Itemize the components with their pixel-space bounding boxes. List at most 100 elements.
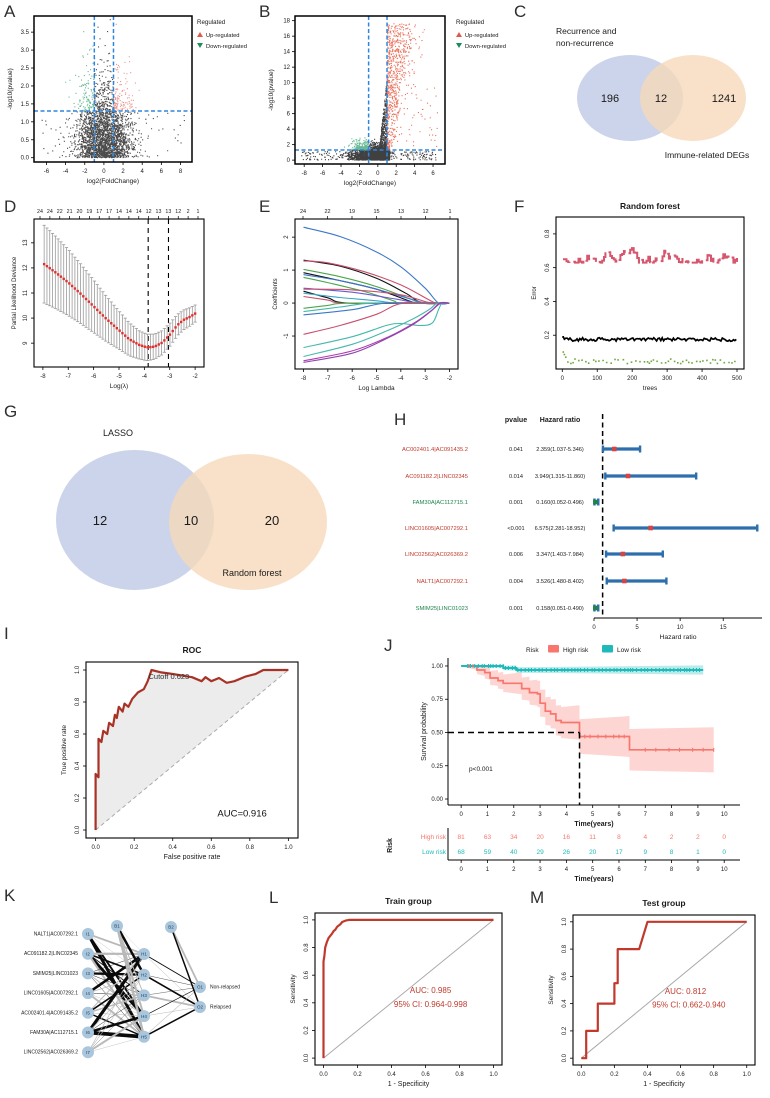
svg-text:3.526(1.480-8.402): 3.526(1.480-8.402) xyxy=(536,579,584,585)
panel-l: L Train group 0.0 0.2 0.4 0.6 0.8 1.0 0.0 0.2 0.4… xyxy=(265,880,515,1098)
svg-text:12: 12 xyxy=(655,93,667,105)
svg-text:H5: H5 xyxy=(141,1035,147,1040)
svg-text:FAM30A|AC112715.1: FAM30A|AC112715.1 xyxy=(30,1030,78,1036)
svg-text:0.6: 0.6 xyxy=(545,263,551,272)
svg-text:8: 8 xyxy=(670,812,674,818)
panel-k-label: K xyxy=(4,886,16,905)
svg-text:H3: H3 xyxy=(141,993,147,998)
svg-text:3.347(1.403-7.984): 3.347(1.403-7.984) xyxy=(536,552,584,558)
svg-text:-7: -7 xyxy=(325,376,331,382)
svg-text:1: 1 xyxy=(197,209,200,215)
svg-text:1: 1 xyxy=(448,209,451,215)
svg-text:4: 4 xyxy=(565,867,569,873)
svg-text:LINC01605|AC007292.1: LINC01605|AC007292.1 xyxy=(24,991,79,997)
svg-text:0.8: 0.8 xyxy=(562,944,568,953)
svg-text:trees: trees xyxy=(643,385,658,392)
svg-text:10: 10 xyxy=(184,513,198,528)
venn-diagram-lasso-rf: 12 10 20 LASSO Random forest xyxy=(56,428,327,590)
svg-text:Random forest: Random forest xyxy=(620,201,680,211)
svg-text:1.00: 1.00 xyxy=(431,664,443,670)
panel-f: F Random forest 0 100 200 300 400 500 0.2 0.4 0.6… xyxy=(510,195,770,405)
svg-text:1.0: 1.0 xyxy=(304,915,310,924)
svg-text:10: 10 xyxy=(283,81,290,87)
svg-text:0.2: 0.2 xyxy=(610,1072,619,1078)
svg-text:20: 20 xyxy=(77,209,83,215)
svg-text:AC091182.2|LINC02345: AC091182.2|LINC02345 xyxy=(405,474,468,480)
svg-text:0.6: 0.6 xyxy=(304,970,310,979)
panel-c: C 196 12 1241 Recurrence and non-recurrence I… xyxy=(510,0,770,195)
svg-text:Time(years): Time(years) xyxy=(574,821,613,828)
svg-text:1.0: 1.0 xyxy=(743,1072,752,1078)
svg-text:True positive rate: True positive rate xyxy=(61,725,68,775)
svg-text:Hazard ratio: Hazard ratio xyxy=(540,417,580,424)
svg-text:Error: Error xyxy=(532,286,538,299)
svg-text:0.6: 0.6 xyxy=(207,845,216,851)
svg-text:0.6: 0.6 xyxy=(562,972,568,981)
svg-text:0.2: 0.2 xyxy=(304,1026,310,1035)
svg-text:1.0: 1.0 xyxy=(21,120,30,126)
panel-b-label: B xyxy=(259,2,271,21)
svg-text:6: 6 xyxy=(617,812,621,818)
svg-text:-6: -6 xyxy=(320,171,326,177)
svg-text:9: 9 xyxy=(643,849,647,856)
svg-text:3: 3 xyxy=(538,812,542,818)
panel-d: D 24 24 22 21 20 19 17 17 14 14 14 12 13 13 12 2 1 -8 -7 -6… xyxy=(0,195,255,405)
svg-text:10: 10 xyxy=(677,625,684,631)
panel-e-label: E xyxy=(259,197,271,216)
svg-text:-2: -2 xyxy=(447,376,453,382)
svg-text:Coefficients: Coefficients xyxy=(273,278,279,309)
svg-text:0.2: 0.2 xyxy=(75,793,81,802)
svg-text:0.158(0.051-0.490): 0.158(0.051-0.490) xyxy=(536,606,584,612)
svg-text:0.5: 0.5 xyxy=(21,138,30,144)
svg-text:0.4: 0.4 xyxy=(643,1072,652,1078)
svg-text:1: 1 xyxy=(696,849,700,856)
svg-text:AC091182.2|LINC02345: AC091182.2|LINC02345 xyxy=(24,951,78,957)
svg-text:2: 2 xyxy=(512,812,516,818)
svg-text:AUC: 0.812: AUC: 0.812 xyxy=(665,987,707,996)
svg-text:ROC: ROC xyxy=(183,645,202,655)
svg-text:300: 300 xyxy=(662,376,673,382)
svg-text:LASSO: LASSO xyxy=(103,428,133,438)
svg-text:Log Lambda: Log Lambda xyxy=(358,385,395,392)
svg-text:4: 4 xyxy=(413,171,417,177)
svg-text:63: 63 xyxy=(484,834,492,841)
svg-text:False positive rate: False positive rate xyxy=(164,854,221,860)
panel-h: H pvalue Hazard ratio AC002401.4|AC091435.… xyxy=(390,400,770,640)
svg-text:0: 0 xyxy=(561,376,565,382)
svg-text:0.014: 0.014 xyxy=(509,474,523,480)
svg-text:Random forest: Random forest xyxy=(222,568,282,578)
svg-text:20: 20 xyxy=(589,849,597,856)
svg-text:3: 3 xyxy=(538,867,542,873)
svg-text:24: 24 xyxy=(47,209,53,215)
panel-g-label: G xyxy=(4,402,18,421)
panel-i: I ROC 0.0 0.2 0.4 0.6 0.8 1.0 0.0 0.2 0.4 0.6 0.8 1.… xyxy=(0,622,380,860)
svg-text:Cutoff 0.623: Cutoff 0.623 xyxy=(149,672,190,681)
svg-text:24: 24 xyxy=(37,209,43,215)
svg-text:SMIM25|LINC01023: SMIM25|LINC01023 xyxy=(416,606,468,612)
svg-text:6: 6 xyxy=(160,169,164,175)
svg-text:15: 15 xyxy=(720,625,727,631)
svg-text:Test group: Test group xyxy=(642,898,685,908)
svg-text:22: 22 xyxy=(324,209,330,215)
svg-text:0: 0 xyxy=(722,834,726,841)
lasso-cv-plot: 24 24 22 21 20 19 17 17 14 14 14 12 13 13 12 2 1-8 -7 -6 -5… xyxy=(12,209,205,390)
svg-text:NALT1|AC007292.1: NALT1|AC007292.1 xyxy=(417,579,468,585)
panel-m: M Test group 0.0 0.2 0.4 0.6 0.8 1.0 0.0 0.2 0.4 0… xyxy=(515,880,770,1098)
svg-text:100: 100 xyxy=(592,376,603,382)
svg-text:Recurrence and: Recurrence and xyxy=(556,26,617,36)
svg-text:2: 2 xyxy=(121,169,125,175)
svg-text:2: 2 xyxy=(395,171,399,177)
panel-a-label: A xyxy=(4,2,16,21)
svg-text:8: 8 xyxy=(670,849,674,856)
svg-text:I2: I2 xyxy=(86,951,90,956)
svg-text:0.50: 0.50 xyxy=(431,730,443,736)
svg-text:34: 34 xyxy=(510,834,518,841)
svg-text:19: 19 xyxy=(349,209,355,215)
random-forest-error-plot: Random forest 0 100 200 300 400 500 0.2 0.4 0.6 0.… xyxy=(532,201,745,392)
svg-text:12: 12 xyxy=(422,209,428,215)
svg-text:I1: I1 xyxy=(86,932,90,937)
svg-text:I7: I7 xyxy=(86,1050,90,1055)
svg-text:0.0: 0.0 xyxy=(91,845,100,851)
svg-text:Up-regulated: Up-regulated xyxy=(465,33,499,39)
